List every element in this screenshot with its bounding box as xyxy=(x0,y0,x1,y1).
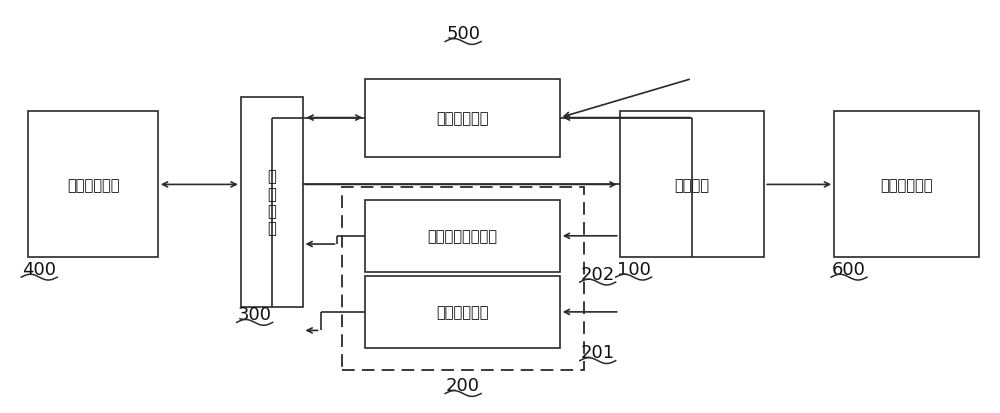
Text: 202: 202 xyxy=(581,265,615,283)
Bar xyxy=(620,112,764,258)
Text: 200: 200 xyxy=(446,376,480,394)
Text: 主控模块: 主控模块 xyxy=(674,178,709,192)
Bar xyxy=(365,200,560,272)
Text: 300: 300 xyxy=(238,305,272,323)
Text: 参数测量模块: 参数测量模块 xyxy=(436,111,489,126)
Bar xyxy=(241,98,303,307)
Bar xyxy=(834,112,979,258)
Text: 切
换
模
块: 切 换 模 块 xyxy=(267,169,276,236)
Text: 信号采集模块: 信号采集模块 xyxy=(67,178,119,192)
Text: 400: 400 xyxy=(22,260,56,278)
Text: 100: 100 xyxy=(617,260,651,278)
Text: 201: 201 xyxy=(581,344,615,361)
Text: 数据处理模块: 数据处理模块 xyxy=(880,178,933,192)
Text: 600: 600 xyxy=(832,260,866,278)
Text: 脉冲信号发生单元: 脉冲信号发生单元 xyxy=(428,229,498,244)
Bar xyxy=(28,112,158,258)
Bar xyxy=(365,79,560,157)
Bar xyxy=(342,188,584,370)
Text: 地址选择单元: 地址选择单元 xyxy=(436,305,489,320)
Bar xyxy=(365,276,560,348)
Text: 500: 500 xyxy=(446,25,480,43)
